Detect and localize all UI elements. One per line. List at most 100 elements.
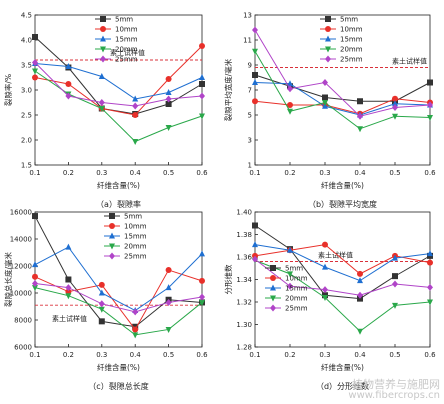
- data-point: [287, 108, 293, 115]
- panel-caption: （b）裂隙平均宽度: [308, 199, 377, 209]
- data-point: [32, 68, 38, 75]
- x-tick-label: 0.2: [63, 351, 74, 359]
- data-point: [165, 89, 172, 95]
- data-point: [132, 308, 139, 316]
- data-point: [199, 277, 205, 284]
- y-tick-label: 1.34: [236, 276, 252, 284]
- x-tick-label: 0.4: [130, 351, 142, 359]
- x-tick-label: 0.6: [196, 169, 208, 177]
- data-point: [65, 293, 72, 300]
- reference-label: 素土试样值: [52, 314, 87, 323]
- y-tick-label: 1.32: [236, 299, 252, 307]
- legend-label: 15mm: [115, 36, 138, 44]
- legend-swatch-marker: [100, 46, 106, 53]
- legend-label: 20mm: [285, 295, 308, 303]
- x-axis-label: 纤维含量(%): [97, 180, 140, 190]
- reference-label: 素土试样值: [392, 57, 427, 66]
- legend-swatch-marker: [270, 295, 276, 302]
- data-point: [132, 332, 139, 339]
- legend-label: 25mm: [285, 305, 308, 313]
- data-point: [98, 281, 105, 288]
- series-line: [254, 82, 431, 116]
- series-line: [34, 269, 203, 331]
- legend-label: 10mm: [285, 275, 308, 283]
- y-tick-label: 4.5: [21, 12, 32, 20]
- data-point: [165, 267, 172, 274]
- x-axis-label: 纤维含量(%): [321, 180, 364, 190]
- y-axis-label: 分形维数: [223, 264, 233, 294]
- y-tick-label: 1: [248, 162, 252, 170]
- y-tick-label: 10000: [10, 290, 32, 298]
- legend-swatch-marker: [325, 35, 331, 42]
- data-point: [427, 259, 433, 266]
- x-tick-label: 0.4: [130, 169, 142, 177]
- watermark-url: www.fibercrops.cn: [348, 390, 440, 401]
- data-point: [98, 289, 105, 296]
- data-point: [98, 300, 105, 308]
- data-point: [132, 102, 139, 110]
- data-point: [165, 101, 172, 107]
- data-point: [392, 95, 398, 102]
- data-point: [427, 115, 433, 121]
- data-point: [32, 285, 38, 292]
- series-line: [34, 45, 203, 116]
- data-point: [32, 273, 38, 280]
- x-tick-label: 0.5: [163, 169, 174, 177]
- legend-swatch-marker: [109, 232, 115, 239]
- data-point: [392, 100, 398, 107]
- data-point: [132, 326, 139, 333]
- legend-label: 5mm: [124, 213, 142, 221]
- y-tick-label: 3.5: [21, 62, 32, 70]
- data-point: [287, 246, 293, 253]
- series-line: [254, 244, 431, 282]
- data-point: [252, 79, 258, 85]
- data-point: [357, 126, 363, 133]
- reference-label: 素土试样值: [318, 251, 353, 260]
- data-point: [98, 318, 105, 325]
- y-tick-label: 1.40: [236, 209, 252, 217]
- panel-caption: （d）分形维数: [316, 381, 369, 391]
- data-point: [357, 291, 363, 299]
- data-point: [165, 298, 172, 306]
- y-tick-label: 4.0: [21, 37, 32, 45]
- data-point: [98, 306, 105, 313]
- data-point: [287, 282, 293, 290]
- y-tick-label: 14000: [10, 236, 32, 244]
- data-point: [427, 299, 433, 306]
- data-point: [287, 271, 293, 278]
- data-point: [427, 101, 433, 109]
- legend-label: 25mm: [340, 56, 363, 64]
- x-tick-label: 0.3: [96, 169, 107, 177]
- y-tick-label: 8000: [14, 317, 32, 325]
- data-point: [199, 43, 205, 49]
- y-tick-label: 12000: [10, 263, 32, 271]
- series-line: [34, 283, 203, 313]
- data-point: [32, 59, 38, 66]
- series-line: [254, 258, 431, 296]
- legend-label: 15mm: [124, 233, 147, 241]
- data-point: [287, 80, 293, 87]
- y-tick-label: 1.38: [236, 231, 252, 239]
- legend-label: 10mm: [340, 26, 363, 34]
- legend-label: 20mm: [124, 243, 147, 251]
- data-point: [322, 286, 328, 294]
- series-line: [34, 246, 203, 312]
- x-tick-label: 0.2: [284, 169, 295, 177]
- data-point: [165, 326, 172, 333]
- panel-caption: （a）裂隙率: [96, 199, 141, 209]
- panel-caption: （c）裂隙总长度: [88, 381, 148, 391]
- legend-swatch-marker: [100, 35, 106, 42]
- series-line: [254, 29, 431, 117]
- data-point: [252, 222, 258, 229]
- y-tick-label: 1.28: [236, 344, 252, 352]
- legend-swatch-marker: [325, 16, 331, 22]
- data-point: [252, 72, 258, 78]
- data-point: [392, 273, 398, 280]
- data-point: [252, 26, 258, 34]
- data-point: [32, 74, 38, 81]
- data-point: [392, 254, 398, 261]
- data-point: [357, 270, 363, 277]
- series-line: [254, 98, 431, 115]
- y-tick-label: 1.36: [236, 254, 252, 262]
